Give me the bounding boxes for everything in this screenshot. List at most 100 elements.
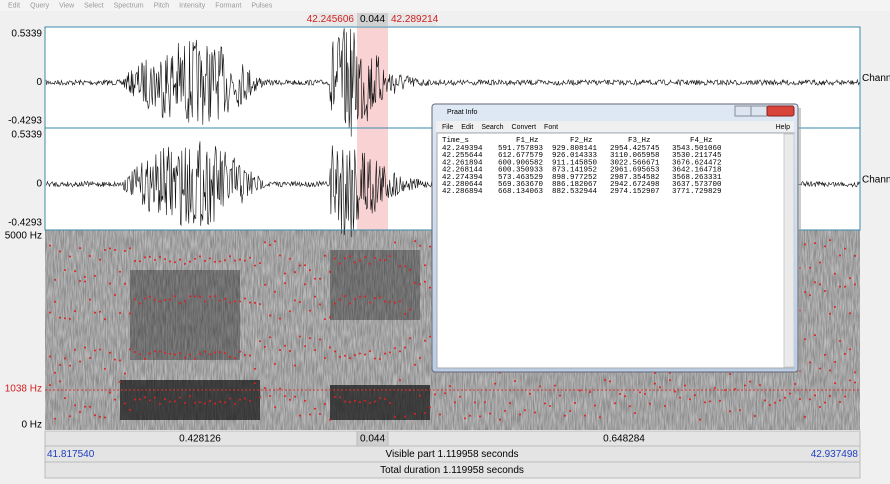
menu-item: Select (84, 2, 104, 9)
formant-dot (829, 369, 831, 372)
selection-part: 0.044 (360, 434, 385, 445)
formant-dot (379, 397, 381, 400)
formant-dot (339, 356, 341, 359)
formant-dot (714, 386, 716, 389)
cell: 2954.425745 (610, 145, 660, 153)
formant-dot (314, 295, 316, 298)
formant-dot (489, 412, 491, 415)
formant-dot (579, 389, 581, 392)
formant-dot (149, 352, 151, 355)
formant-dot (359, 295, 361, 298)
formant-dot (804, 291, 806, 294)
formant-dot (74, 270, 76, 273)
formant-dot (219, 260, 221, 263)
formant-dot (319, 303, 321, 306)
formant-dot (839, 400, 841, 403)
formant-dot (824, 245, 826, 248)
info-menu-item[interactable]: Convert (512, 124, 537, 131)
energy-band (130, 270, 240, 360)
formant-dot (99, 415, 101, 418)
menu-item: Spectrum (114, 2, 144, 9)
close-button[interactable] (766, 105, 795, 117)
cell: 573.463529 (498, 174, 543, 182)
formant-dot (139, 302, 141, 305)
formant-dot (139, 398, 141, 401)
formant-dot (299, 301, 301, 304)
formant-dot (264, 345, 266, 348)
formant-dot (89, 255, 91, 258)
formant-dot (689, 398, 691, 401)
formant-dot (189, 260, 191, 263)
info-help[interactable]: Help (776, 124, 791, 131)
formant-dot (854, 283, 856, 286)
cell: 3637.573700 (672, 181, 722, 189)
formant-dot (369, 401, 371, 404)
formant-dot (514, 380, 516, 383)
energy-band (120, 380, 260, 420)
formant-dot (744, 384, 746, 387)
formant-dot (169, 352, 171, 355)
formant-dot (104, 367, 106, 370)
formant-dot (49, 244, 51, 247)
formant-dot (309, 337, 311, 340)
formant-dot (139, 353, 141, 356)
formant-dot (839, 340, 841, 343)
formant-dot (364, 295, 366, 298)
menu-item: View (59, 2, 75, 9)
formant-dot (239, 258, 241, 261)
formant-dot (354, 261, 356, 264)
formant-dot (209, 400, 211, 403)
info-menu-item[interactable]: Font (544, 124, 558, 131)
formant-dot (304, 345, 306, 348)
cell: 42.255644 (442, 152, 483, 160)
formant-dot (849, 348, 851, 351)
menu-strip (436, 121, 794, 132)
info-menu-item[interactable]: File (442, 124, 453, 131)
formant-dot (774, 401, 776, 404)
y-max-label: 0.5339 (11, 130, 42, 141)
duration-row (44, 430, 861, 447)
formant-dot (59, 364, 61, 367)
formant-dot (854, 381, 856, 384)
formant-dot (229, 397, 231, 400)
formant-dot (279, 317, 281, 320)
cell: 3110.065958 (610, 152, 660, 160)
formant-dot (244, 259, 246, 262)
formant-dot (269, 336, 271, 339)
formant-dot (564, 414, 566, 417)
formant-dot (184, 300, 186, 303)
info-menu-item[interactable]: Search (481, 124, 503, 131)
formant-dot (809, 294, 811, 297)
formant-dot (529, 392, 531, 395)
formant-dot (369, 350, 371, 353)
formant-dot (189, 395, 191, 398)
formant-dot (49, 384, 51, 387)
formant-dot (444, 392, 446, 395)
formant-dot (324, 403, 326, 406)
formant-dot (704, 401, 706, 404)
formant-dot (199, 296, 201, 299)
formant-dot (309, 309, 311, 312)
formant-dot (719, 399, 721, 402)
axis-labels: 0.5339 0 -0.4293 Chann 0.5339 0 -0.4293 Chann 50… (5, 29, 890, 431)
info-menu-item[interactable]: Edit (461, 124, 473, 131)
formant-dot (119, 381, 121, 384)
formant-dot (429, 406, 431, 409)
formant-dot (114, 294, 116, 297)
formant-dot (154, 298, 156, 301)
formant-dot (264, 387, 266, 390)
formant-dot (229, 301, 231, 304)
formant-dot (309, 269, 311, 272)
formant-dot (154, 258, 156, 261)
formant-dot (299, 414, 301, 417)
left-part: 0.428126 (179, 434, 221, 445)
formant-dot (399, 379, 401, 382)
formant-dot (264, 241, 266, 244)
formant-dot (684, 384, 686, 387)
formant-dot (534, 411, 536, 414)
selection-duration: 0.044 (360, 14, 385, 25)
formant-dot (809, 361, 811, 364)
formant-dot (349, 302, 351, 305)
formant-dot (669, 379, 671, 382)
energy-band (330, 385, 430, 420)
